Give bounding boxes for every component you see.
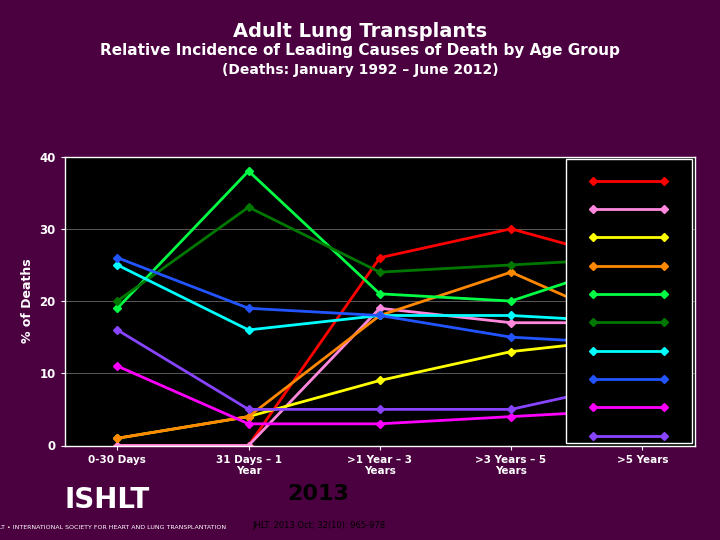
Text: ISHLT • INTERNATIONAL SOCIETY FOR HEART AND LUNG TRANSPLANTATION: ISHLT • INTERNATIONAL SOCIETY FOR HEART … — [0, 525, 226, 530]
Text: Adult Lung Transplants: Adult Lung Transplants — [233, 22, 487, 40]
Text: JHLT. 2013 Oct; 32(10): 965-978: JHLT. 2013 Oct; 32(10): 965-978 — [252, 521, 385, 530]
Bar — [566, 159, 692, 443]
Y-axis label: % of Deaths: % of Deaths — [21, 259, 34, 343]
Text: 2013: 2013 — [287, 484, 349, 504]
Text: ISHLT: ISHLT — [64, 485, 149, 514]
Text: Relative Incidence of Leading Causes of Death by Age Group: Relative Incidence of Leading Causes of … — [100, 43, 620, 58]
Text: (Deaths: January 1992 – June 2012): (Deaths: January 1992 – June 2012) — [222, 63, 498, 77]
